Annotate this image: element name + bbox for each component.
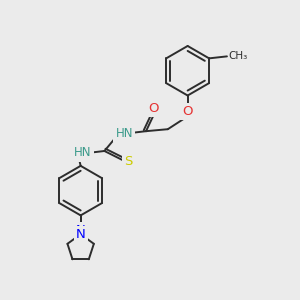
Text: O: O — [182, 105, 193, 118]
Text: HN: HN — [116, 127, 133, 140]
Text: O: O — [149, 102, 159, 115]
Text: N: N — [76, 224, 86, 237]
Text: HN: HN — [74, 146, 92, 160]
Text: N: N — [76, 228, 86, 241]
Text: S: S — [124, 155, 132, 168]
Text: CH₃: CH₃ — [228, 51, 247, 62]
